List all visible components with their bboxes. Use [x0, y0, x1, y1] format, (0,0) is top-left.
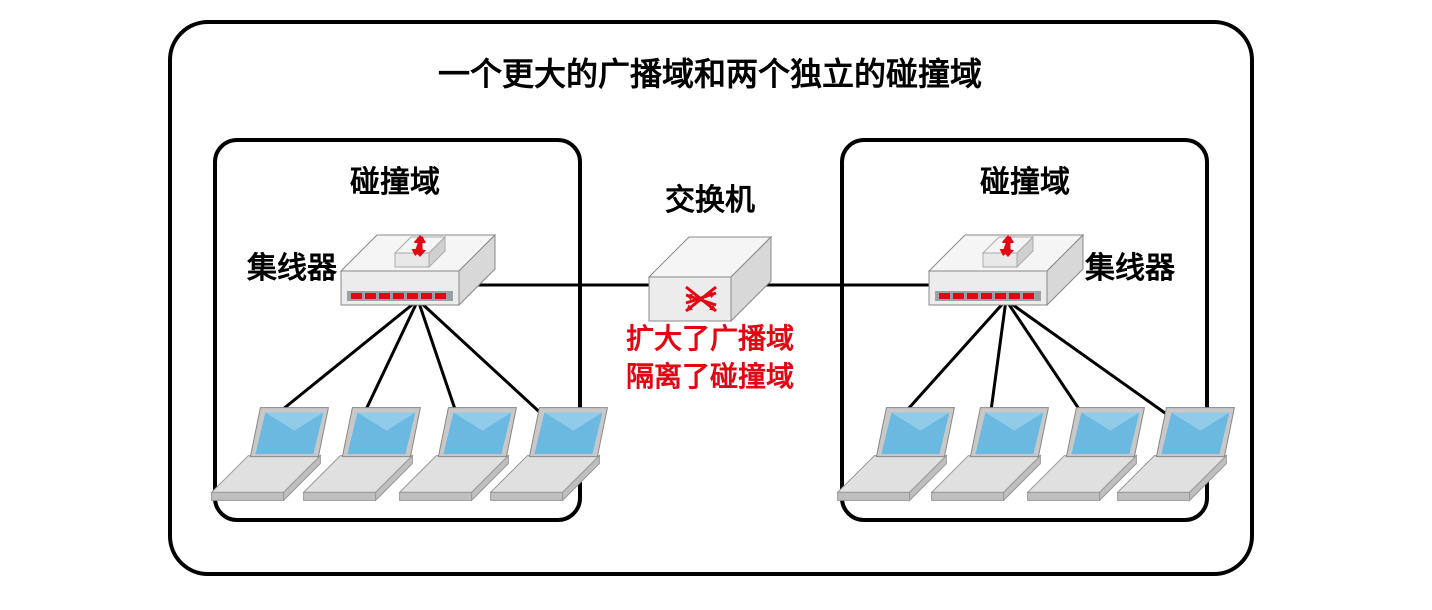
diagram-canvas: 一个更大的广播域和两个独立的碰撞域碰撞域 碰撞域集线器 集线器 交换机扩大了广播域隔离…	[0, 0, 1432, 610]
connection-line	[272, 300, 418, 418]
main-title: 一个更大的广播域和两个独立的碰撞域	[438, 56, 982, 92]
connection-line	[362, 300, 418, 418]
connection-line	[1006, 300, 1172, 418]
switch-icon	[649, 237, 771, 321]
collision-domain-label: 碰撞域	[350, 166, 440, 199]
switch-description: 扩大了广播域	[626, 323, 794, 354]
hub-label: 集线器	[246, 252, 338, 285]
hub-icon	[341, 235, 495, 305]
hub-icon	[929, 235, 1083, 305]
switch-description: 隔离了碰撞域	[626, 360, 794, 392]
connection-line	[900, 300, 1006, 418]
connection-line	[1006, 300, 1085, 418]
switch-label: 交换机	[665, 183, 755, 217]
collision-domain-label: 碰撞域	[980, 166, 1070, 199]
hub-label: 集线器	[1084, 252, 1176, 285]
connection-line	[990, 300, 1006, 418]
